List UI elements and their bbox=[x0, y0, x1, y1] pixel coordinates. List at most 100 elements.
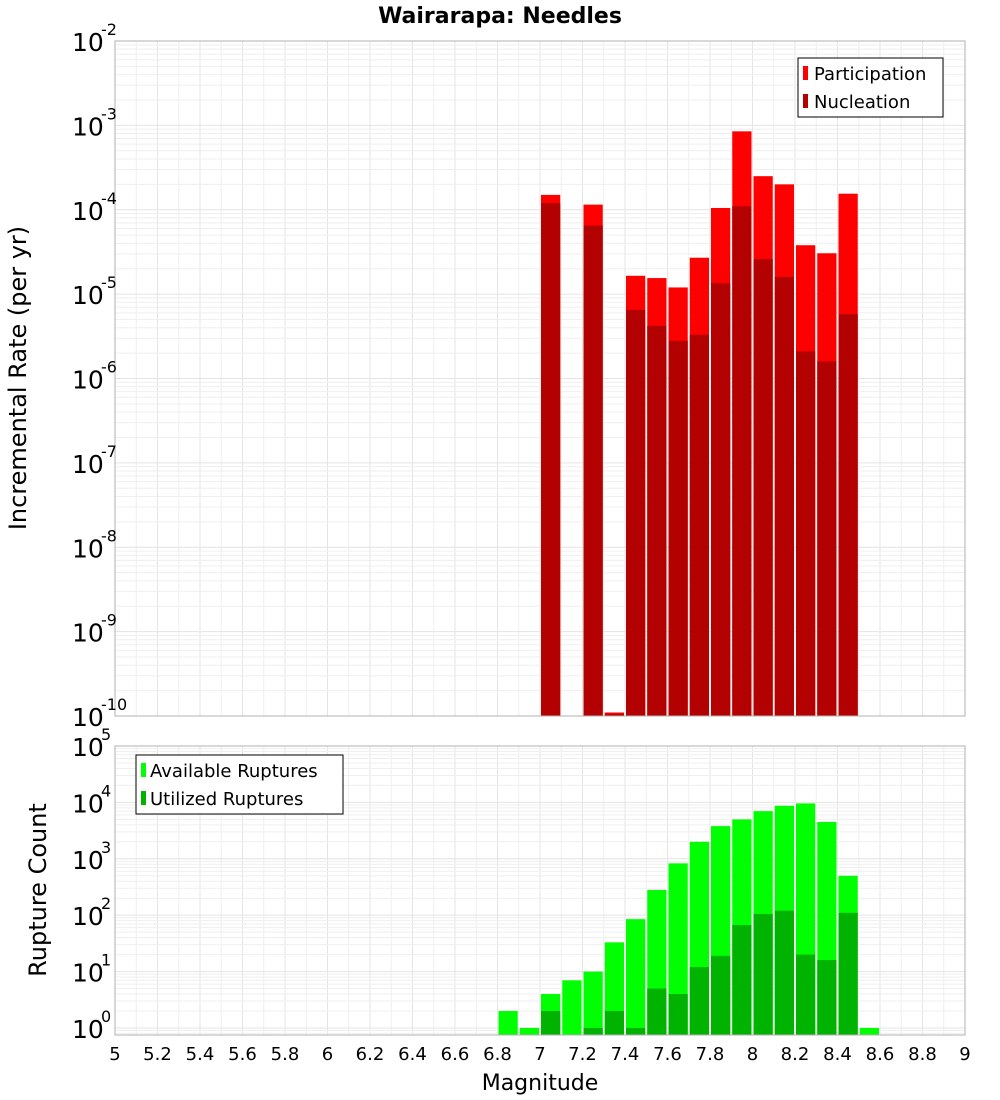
x-tick-label: 7 bbox=[534, 1044, 545, 1065]
bottom-y-tick-exponent: 3 bbox=[101, 838, 111, 857]
top-y-tick-exponent: -2 bbox=[101, 20, 117, 39]
x-tick-label: 9 bbox=[959, 1044, 970, 1065]
top-y-tick-exponent: -7 bbox=[101, 442, 117, 461]
bottom-bar-series1 bbox=[668, 863, 688, 1035]
bottom-bar-series1 bbox=[626, 919, 646, 1035]
bottom-bar-series2 bbox=[604, 1010, 624, 1035]
legend-label-nucleation: Nucleation bbox=[814, 92, 910, 113]
bottom-bar-series2 bbox=[541, 1010, 561, 1035]
bottom-bar-series2 bbox=[626, 1027, 646, 1035]
top-bar-series2 bbox=[583, 225, 603, 716]
bottom-y-tick-exponent: 2 bbox=[101, 894, 111, 913]
top-y-tick-label: 10 bbox=[72, 619, 104, 648]
bottom-y-tick-exponent: 4 bbox=[101, 781, 111, 800]
top-y-tick-exponent: -9 bbox=[101, 611, 117, 630]
bottom-bar-series1 bbox=[498, 1010, 518, 1035]
x-tick-label: 5.6 bbox=[228, 1044, 257, 1065]
x-tick-label: 7.8 bbox=[696, 1044, 725, 1065]
top-bar-series2 bbox=[626, 309, 646, 716]
top-y-tick-exponent: -6 bbox=[101, 358, 117, 377]
x-tick-label: 5.8 bbox=[271, 1044, 300, 1065]
top-y-tick-label: 10 bbox=[72, 28, 104, 57]
top-y-tick-label: 10 bbox=[72, 450, 104, 479]
top-y-axis-label: Incremental Rate (per yr) bbox=[4, 226, 32, 530]
top-bar-series2 bbox=[796, 351, 816, 716]
bottom-y-tick-label: 10 bbox=[72, 789, 104, 818]
x-tick-label: 6.6 bbox=[441, 1044, 470, 1065]
bottom-plot-bars bbox=[498, 803, 879, 1035]
top-y-tick-exponent: -10 bbox=[101, 695, 127, 714]
top-bar-series2 bbox=[711, 283, 731, 716]
top-bar-series2 bbox=[689, 334, 709, 716]
bottom-bar-series2 bbox=[774, 910, 794, 1035]
top-y-tick-label: 10 bbox=[72, 197, 104, 226]
bottom-y-tick-exponent: 5 bbox=[101, 725, 111, 744]
bottom-bar-series2 bbox=[753, 913, 773, 1035]
bottom-bar-series2 bbox=[796, 954, 816, 1035]
bottom-legend-box bbox=[135, 754, 344, 815]
x-axis-ticks: 5 5.2 5.4 5.6 5.8 6 6.2 6.4 6.6 6.8 7 7.2 7.4 7.6 7.8 8… bbox=[109, 1044, 970, 1065]
x-tick-label: 6.8 bbox=[483, 1044, 512, 1065]
chart-title: Wairarapa: Needles bbox=[378, 4, 622, 29]
top-y-tick-label: 10 bbox=[72, 112, 104, 141]
bottom-bar-series2 bbox=[583, 1027, 603, 1035]
top-y-tick-exponent: -8 bbox=[101, 526, 117, 545]
bottom-y-tick-exponent: 1 bbox=[101, 951, 111, 970]
bottom-bar-series1 bbox=[519, 1027, 539, 1035]
top-bar-series2 bbox=[604, 714, 624, 716]
bottom-y-tick-label: 10 bbox=[72, 846, 104, 875]
top-bar-series2 bbox=[647, 325, 667, 716]
bottom-y-tick-label: 10 bbox=[72, 1015, 104, 1044]
top-y-tick-exponent: -5 bbox=[101, 273, 117, 292]
top-y-tick-exponent: -3 bbox=[101, 104, 117, 123]
x-tick-label: 5 bbox=[109, 1044, 120, 1065]
x-tick-label: 7.6 bbox=[653, 1044, 682, 1065]
x-tick-label: 6.2 bbox=[356, 1044, 385, 1065]
x-tick-label: 6.4 bbox=[398, 1044, 427, 1065]
legend-swatch-utilized bbox=[141, 791, 146, 805]
bottom-legend: Available Ruptures Utilized Ruptures bbox=[135, 754, 344, 815]
top-y-tick-label: 10 bbox=[72, 281, 104, 310]
x-tick-label: 8.4 bbox=[823, 1044, 852, 1065]
top-bar-series2 bbox=[668, 340, 688, 716]
x-tick-label: 7.2 bbox=[568, 1044, 597, 1065]
bottom-y-tick-label: 10 bbox=[72, 902, 104, 931]
x-tick-label: 5.2 bbox=[143, 1044, 172, 1065]
x-tick-label: 8.6 bbox=[866, 1044, 895, 1065]
x-tick-label: 6 bbox=[322, 1044, 333, 1065]
x-tick-label: 5.4 bbox=[186, 1044, 215, 1065]
top-plot-frame bbox=[114, 40, 966, 717]
bottom-bar-series2 bbox=[689, 967, 709, 1035]
top-bar-series2 bbox=[753, 259, 773, 716]
top-plot-bars bbox=[541, 131, 858, 717]
bottom-plot-frame bbox=[114, 745, 966, 1036]
bottom-y-axis-label: Rupture Count bbox=[24, 803, 52, 977]
top-bar-series2 bbox=[732, 206, 752, 716]
legend-swatch-nucleation bbox=[803, 94, 808, 108]
top-bar-series2 bbox=[838, 314, 858, 716]
bottom-bar-series2 bbox=[838, 912, 858, 1035]
legend-swatch-available bbox=[141, 763, 146, 777]
top-bar-series2 bbox=[817, 361, 837, 716]
x-tick-label: 7.4 bbox=[611, 1044, 640, 1065]
bottom-bar-series2 bbox=[732, 924, 752, 1035]
x-tick-label: 8.8 bbox=[908, 1044, 937, 1065]
x-axis-label: Magnitude bbox=[482, 1071, 599, 1096]
bottom-y-tick-exponent: 0 bbox=[101, 1007, 111, 1026]
legend-label-participation: Participation bbox=[814, 64, 926, 85]
bottom-bar-series1 bbox=[583, 971, 603, 1035]
top-y-tick-exponent: -4 bbox=[101, 189, 117, 208]
top-y-tick-label: 10 bbox=[72, 366, 104, 395]
bottom-bar-series1 bbox=[562, 980, 582, 1035]
x-tick-label: 8 bbox=[747, 1044, 758, 1065]
legend-label-utilized: Utilized Ruptures bbox=[150, 789, 303, 810]
bottom-y-tick-label: 10 bbox=[72, 733, 104, 762]
top-bar-series2 bbox=[774, 276, 794, 716]
top-plot-grid bbox=[114, 40, 966, 717]
top-legend: Participation Nucleation bbox=[797, 57, 944, 118]
bottom-y-tick-label: 10 bbox=[72, 959, 104, 988]
x-tick-label: 8.2 bbox=[781, 1044, 810, 1065]
